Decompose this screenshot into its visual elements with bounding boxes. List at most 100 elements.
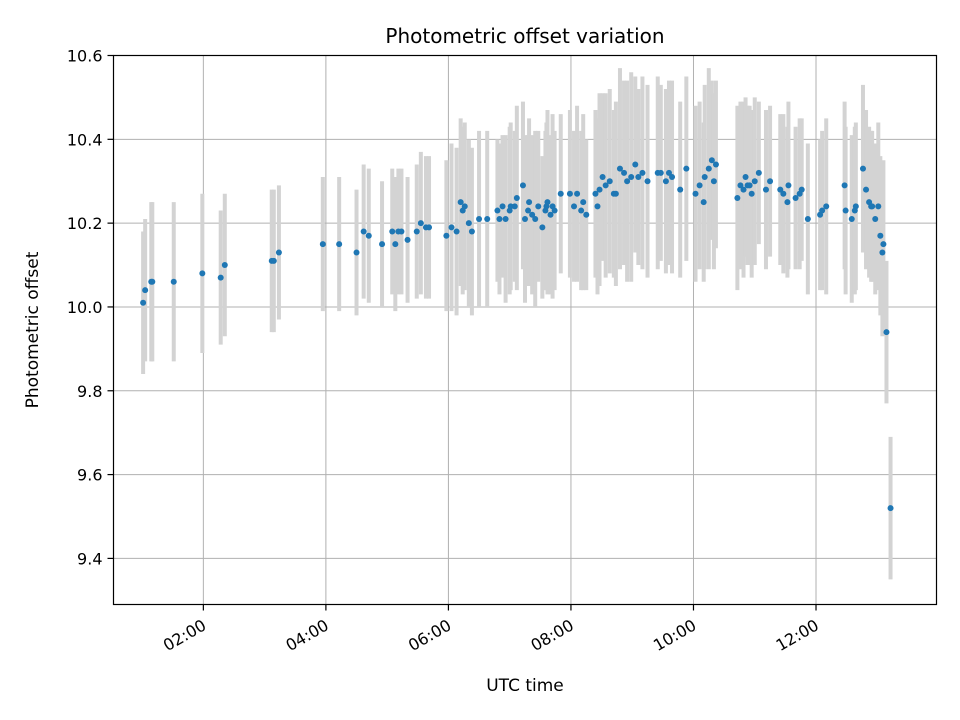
- y-tick-label: 10.6: [67, 47, 103, 66]
- data-point: [461, 203, 468, 210]
- data-point: [392, 241, 399, 248]
- data-point: [785, 182, 792, 189]
- data-point: [525, 207, 532, 214]
- data-point: [578, 207, 585, 214]
- data-point: [502, 215, 509, 222]
- data-point: [842, 207, 849, 214]
- data-point: [526, 199, 533, 206]
- data-point: [780, 190, 787, 197]
- data-point: [574, 190, 581, 197]
- data-point: [379, 241, 386, 248]
- data-point: [494, 207, 501, 214]
- data-point: [683, 165, 690, 172]
- y-tick-label: 10.0: [67, 298, 103, 317]
- data-point: [677, 186, 684, 193]
- data-point: [539, 224, 546, 231]
- data-point: [557, 190, 564, 197]
- data-point: [571, 203, 578, 210]
- data-point: [784, 199, 791, 206]
- data-point: [529, 211, 536, 218]
- data-point: [872, 215, 879, 222]
- data-point: [319, 241, 326, 248]
- data-point: [639, 169, 646, 176]
- data-point: [804, 215, 811, 222]
- y-tick-label: 10.2: [67, 214, 103, 233]
- data-point: [705, 165, 712, 172]
- data-point: [748, 190, 755, 197]
- data-point: [762, 186, 769, 193]
- data-point: [566, 190, 573, 197]
- data-point: [465, 220, 472, 227]
- data-points: [140, 157, 894, 512]
- data-point: [708, 157, 715, 164]
- data-point: [443, 232, 450, 239]
- data-point: [880, 241, 887, 248]
- data-point: [644, 178, 651, 185]
- data-point: [217, 274, 224, 281]
- data-point: [448, 224, 455, 231]
- data-point: [737, 182, 744, 189]
- data-point: [142, 287, 149, 294]
- data-point: [413, 228, 420, 235]
- data-point: [513, 194, 520, 201]
- data-point: [883, 329, 890, 336]
- data-point: [484, 215, 491, 222]
- data-point: [199, 270, 206, 277]
- data-point: [496, 215, 503, 222]
- data-point: [275, 249, 282, 256]
- data-point: [887, 505, 894, 512]
- data-point: [859, 165, 866, 172]
- data-point: [365, 232, 372, 239]
- y-tick-label: 9.4: [77, 549, 102, 568]
- data-point: [746, 182, 753, 189]
- data-point: [863, 186, 870, 193]
- data-point: [823, 203, 830, 210]
- data-point: [270, 257, 277, 264]
- data-point: [522, 215, 528, 222]
- data-point: [767, 178, 774, 185]
- data-point: [841, 182, 848, 189]
- data-point: [457, 199, 464, 206]
- data-point: [635, 174, 642, 181]
- y-axis-label: Photometric offset: [23, 251, 43, 408]
- data-point: [712, 161, 719, 168]
- data-point: [599, 174, 606, 181]
- data-point: [583, 211, 590, 218]
- data-point: [398, 228, 405, 235]
- data-point: [551, 207, 558, 214]
- data-point: [792, 194, 799, 201]
- data-point: [336, 241, 343, 248]
- data-point: [751, 178, 758, 185]
- data-point: [628, 174, 635, 181]
- data-point: [417, 220, 424, 227]
- data-point: [877, 232, 884, 239]
- data-point: [692, 190, 699, 197]
- x-axis-label: UTC time: [486, 676, 564, 696]
- data-point: [476, 215, 483, 222]
- y-tick-label: 10.4: [67, 130, 103, 149]
- data-point: [852, 203, 859, 210]
- data-point: [140, 299, 147, 306]
- data-point: [696, 182, 703, 189]
- data-point: [535, 203, 542, 210]
- data-point: [742, 174, 749, 181]
- data-point: [170, 278, 177, 285]
- data-point: [669, 174, 676, 181]
- data-point: [740, 186, 747, 193]
- data-point: [519, 182, 526, 189]
- data-point: [602, 182, 609, 189]
- data-point: [594, 203, 601, 210]
- data-point: [426, 224, 433, 231]
- data-point: [389, 228, 396, 235]
- data-point: [621, 169, 628, 176]
- data-point: [848, 215, 855, 222]
- data-point: [710, 178, 717, 185]
- data-point: [592, 190, 599, 197]
- data-point: [532, 215, 539, 222]
- data-point: [657, 169, 664, 176]
- data-point: [879, 249, 886, 256]
- data-point: [149, 278, 156, 285]
- plot-frame: [112, 54, 938, 606]
- data-point: [700, 199, 707, 206]
